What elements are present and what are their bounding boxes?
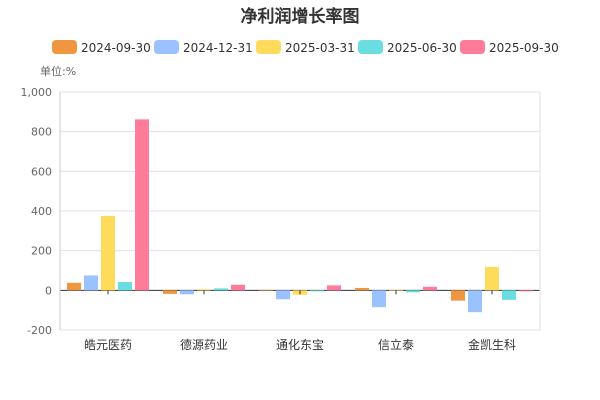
bar-2-3[interactable]	[310, 290, 324, 292]
bar-3-0[interactable]	[355, 287, 369, 291]
x-tick-label: 皓元医药	[84, 338, 132, 352]
legend-label-0[interactable]: 2024-09-30	[81, 41, 151, 55]
bar-1-2[interactable]	[197, 289, 211, 291]
x-tick-label: 德源药业	[180, 337, 228, 352]
y-axis: -200 0 200 400 600 800 1,000	[21, 86, 53, 337]
bar-3-1[interactable]	[372, 290, 386, 308]
bar-1-4[interactable]	[231, 284, 245, 291]
legend-swatch-1[interactable]	[154, 40, 179, 54]
bar-1-1[interactable]	[180, 290, 194, 295]
legend-swatch-3[interactable]	[358, 40, 383, 54]
bar-0-2[interactable]	[101, 215, 115, 291]
y-tick-label: 1,000	[21, 86, 53, 99]
unit-label: 单位:%	[40, 64, 76, 78]
bar-3-3[interactable]	[406, 290, 420, 293]
y-tick-label: 200	[31, 245, 52, 258]
bars	[67, 119, 533, 313]
legend-swatch-0[interactable]	[52, 40, 77, 54]
bar-4-0[interactable]	[451, 290, 465, 301]
legend-swatch-2[interactable]	[256, 40, 281, 54]
bar-2-1[interactable]	[276, 290, 290, 300]
chart-title: 净利润增长率图	[241, 6, 360, 27]
y-tick-label: 600	[31, 165, 52, 178]
x-tick-label: 信立泰	[378, 337, 414, 352]
bar-0-1[interactable]	[84, 275, 98, 291]
bar-0-0[interactable]	[67, 282, 81, 291]
y-tick-label: 800	[31, 126, 52, 139]
y-tick-label: 400	[31, 205, 52, 218]
legend-label-2[interactable]: 2025-03-31	[285, 41, 355, 55]
bar-2-0[interactable]	[259, 290, 273, 291]
bar-0-3[interactable]	[118, 282, 132, 291]
legend-swatch-4[interactable]	[460, 40, 485, 54]
legend-label-3[interactable]: 2025-06-30	[387, 41, 457, 55]
bar-3-4[interactable]	[423, 286, 437, 291]
bar-4-3[interactable]	[502, 290, 516, 300]
bar-1-3[interactable]	[214, 288, 228, 291]
bar-4-2[interactable]	[485, 266, 499, 291]
bar-4-1[interactable]	[468, 290, 482, 313]
bar-2-4[interactable]	[327, 285, 341, 291]
y-tick-label: -200	[27, 324, 52, 337]
bar-0-4[interactable]	[135, 119, 149, 291]
legend[interactable]: 2024-09-30 2024-12-31 2025-03-31 2025-06-30…	[52, 40, 559, 55]
bar-1-0[interactable]	[163, 290, 177, 294]
y-tick-label: 0	[45, 284, 52, 297]
bar-4-4[interactable]	[519, 290, 533, 292]
legend-label-4[interactable]: 2025-09-30	[489, 41, 559, 55]
x-axis: 皓元医药 德源药业 通化东宝 信立泰 金凯生科	[84, 290, 516, 352]
x-tick-label: 金凯生科	[468, 337, 516, 352]
legend-label-1[interactable]: 2024-12-31	[183, 41, 253, 55]
x-tick-label: 通化东宝	[276, 338, 324, 352]
